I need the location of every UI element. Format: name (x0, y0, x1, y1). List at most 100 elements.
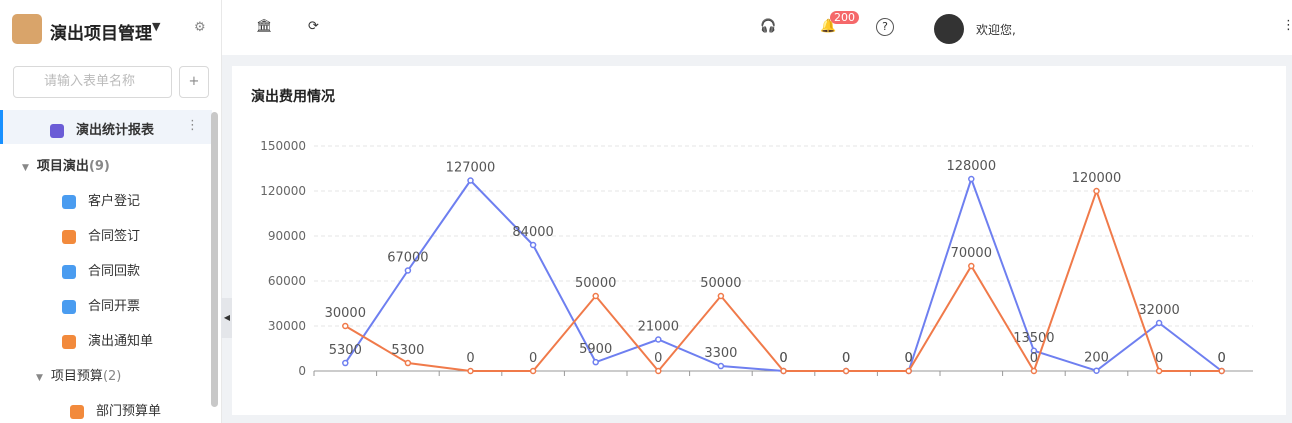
data-label: 30000 (325, 306, 366, 321)
data-point (592, 358, 599, 366)
group-count: (2) (102, 369, 122, 384)
nav-item[interactable]: 演出统计报表 (50, 119, 154, 138)
data-label: 0 (905, 351, 913, 366)
data-point (905, 367, 912, 375)
data-label: 0 (842, 351, 850, 366)
active-row[interactable] (0, 110, 212, 144)
welcome: 欢迎您, (976, 23, 1016, 37)
data-point (592, 292, 599, 300)
data-label: 0 (654, 351, 662, 366)
data-label: 127000 (446, 161, 496, 176)
data-label: 0 (905, 351, 913, 366)
data-label: 3300 (704, 346, 737, 361)
help-icon[interactable]: ? (876, 18, 894, 36)
chart: 演出费用情况 0 30000 60000 90000 120000 150000 5300 6… (251, 88, 1253, 378)
data-point (404, 359, 412, 367)
nav-item[interactable]: 部门预算单 (70, 400, 161, 419)
avatar[interactable] (934, 14, 964, 44)
scrollbar[interactable] (211, 112, 218, 407)
data-label: 67000 (387, 251, 428, 266)
group-label: 项目演出 (36, 159, 89, 174)
app-title[interactable]: 演出项目管理 (50, 24, 152, 44)
data-point (968, 262, 975, 270)
group-label: 项目预算 (50, 369, 103, 384)
dropdown-icon[interactable]: ▼ (152, 20, 161, 33)
more-icon[interactable]: ⋮ (1282, 18, 1292, 33)
sidebar: 演出项目管理 ▼ ⚙ 请输入表单名称 + 演出统计报表 ⋮ ▼ 项目演出(9) 客… (0, 0, 222, 423)
top-bar: 🏛 ⟳ 🎧 🔔 200 ? 欢迎您, ⋮ (222, 0, 1292, 55)
nav-label: 客户登记 (88, 194, 141, 209)
data-point (1093, 187, 1100, 195)
data-point (467, 367, 474, 375)
data-point (1155, 367, 1163, 375)
y-tick-label: 120000 (260, 184, 306, 198)
search-input[interactable]: 请输入表单名称 (13, 66, 172, 98)
nav-item[interactable]: 客户登记 (62, 190, 140, 209)
data-label: 50000 (575, 276, 616, 291)
nav-label: 演出通知单 (88, 334, 154, 349)
nav-label: 合同开票 (88, 299, 141, 314)
data-label: 5900 (579, 342, 612, 357)
data-point (1093, 367, 1100, 374)
nav-label: 合同回款 (88, 264, 141, 279)
data-point (467, 177, 474, 184)
data-label: 128000 (946, 159, 996, 174)
data-label: 50000 (700, 276, 741, 291)
data-point (342, 322, 349, 330)
data-label: 0 (779, 351, 787, 366)
y-tick-label: 90000 (268, 229, 306, 243)
data-point (1218, 367, 1225, 375)
group[interactable]: ▼ 项目预算(2) (36, 369, 122, 384)
group-count: (9) (88, 159, 110, 174)
data-label: 21000 (638, 320, 679, 335)
data-point (655, 336, 662, 343)
nav-label: 合同签订 (88, 229, 141, 244)
data-label: 0 (1218, 351, 1226, 366)
badge: 200 (830, 11, 859, 24)
data-label: 32000 (1138, 303, 1179, 318)
data-label: 84000 (512, 225, 553, 240)
data-point (1155, 319, 1163, 327)
data-point (655, 367, 662, 375)
collapse-handle[interactable]: ◀ (221, 298, 233, 338)
chart-title: 演出费用情况 (251, 88, 335, 105)
data-point (529, 241, 537, 249)
data-label: 0 (1155, 351, 1163, 366)
data-label: 200 (1084, 351, 1109, 366)
home-icon[interactable]: 🏛 (256, 19, 273, 34)
nav-item[interactable]: 合同回款 (62, 260, 140, 279)
data-point (717, 362, 725, 370)
logo (12, 14, 42, 44)
data-point (404, 267, 412, 274)
data-label: 120000 (1072, 171, 1122, 186)
data-point (529, 367, 537, 375)
group[interactable]: ▼ 项目演出(9) (22, 159, 110, 174)
data-point (717, 292, 725, 300)
data-label: 0 (779, 351, 787, 366)
nav-item[interactable]: 合同开票 (62, 295, 140, 314)
settings-icon[interactable]: ⚙ (194, 20, 206, 35)
data-point (780, 367, 787, 375)
data-label: 0 (466, 351, 474, 366)
data-label: 5300 (391, 343, 424, 358)
data-point (1030, 347, 1038, 354)
nav-label: 部门预算单 (96, 404, 162, 419)
nav-item[interactable]: 合同签订 (62, 225, 140, 244)
data-label: 5300 (329, 343, 362, 358)
data-label: 13500 (1013, 331, 1054, 346)
y-tick-label: 150000 (260, 139, 306, 153)
data-label: 70000 (951, 246, 992, 261)
data-point (342, 359, 349, 367)
support-icon[interactable]: 🎧 (760, 19, 777, 34)
data-label: 0 (529, 351, 537, 366)
y-tick-label: 30000 (268, 319, 306, 333)
add-button[interactable]: + (179, 66, 209, 98)
refresh-icon[interactable]: ⟳ (308, 19, 319, 34)
data-label: 0 (842, 351, 850, 366)
nav-item[interactable]: 演出通知单 (62, 330, 153, 349)
y-tick-label: 60000 (268, 274, 306, 288)
data-point (1030, 367, 1038, 375)
more-icon[interactable]: ⋮ (186, 118, 199, 133)
chart-card: 演出费用情况 0 30000 60000 90000 120000 150000 5300 6… (232, 66, 1286, 415)
